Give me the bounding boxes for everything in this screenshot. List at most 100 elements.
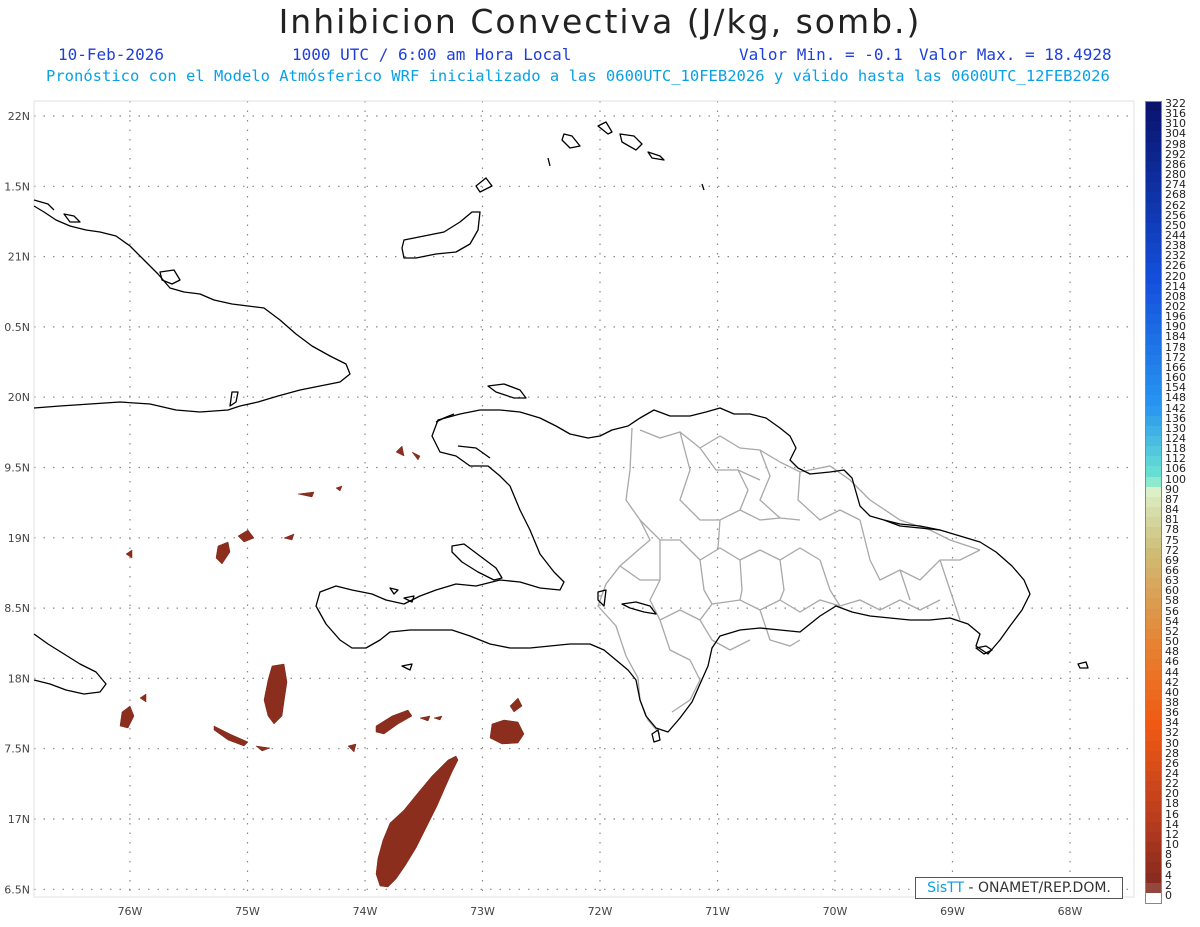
legend-swatch — [1145, 141, 1161, 153]
legend-label: 112 — [1165, 452, 1186, 466]
shade-patch-10 — [139, 693, 147, 703]
legend-label: 78 — [1165, 523, 1179, 537]
valid-date: 10-Feb-2026 — [58, 45, 164, 64]
legend-swatch — [1145, 882, 1161, 894]
legend-label: 48 — [1165, 645, 1179, 659]
legend-swatch — [1145, 598, 1161, 610]
legend-label: 238 — [1165, 239, 1186, 253]
longitude-labels: 76W 75W 74W 73W 72W 71W 70W 69W 68W — [118, 905, 1083, 918]
lat-label: 22N — [8, 110, 30, 123]
legend-swatch — [1145, 446, 1161, 457]
lat-label: 19N — [8, 532, 30, 545]
shade-patch-16 — [395, 445, 405, 457]
legend-label: 40 — [1165, 685, 1179, 699]
legend-label: 226 — [1165, 259, 1186, 273]
legend-label: 24 — [1165, 767, 1179, 781]
lon-label: 69W — [940, 905, 965, 918]
forecast-note: Pronóstico con el Modelo Atmósferico WRF… — [46, 67, 1110, 85]
legend-swatch — [1145, 314, 1161, 325]
legend-swatch — [1145, 821, 1161, 833]
legend-swatch — [1145, 405, 1161, 417]
legend-label: 190 — [1165, 320, 1186, 334]
watermark-org: - ONAMET/REP.DOM. — [964, 880, 1111, 896]
legend-label: 0 — [1165, 888, 1172, 902]
lon-label: 75W — [235, 905, 260, 918]
legend-swatch — [1145, 466, 1161, 478]
legend-label: 172 — [1165, 350, 1186, 364]
lon-label: 71W — [705, 905, 730, 918]
legend-label: 178 — [1165, 340, 1186, 354]
legend-label: 56 — [1165, 604, 1179, 618]
legend-swatch — [1145, 151, 1161, 163]
legend-label: 286 — [1165, 157, 1186, 171]
legend-label: 232 — [1165, 249, 1186, 263]
gonave-island — [451, 543, 503, 581]
legend-swatch — [1145, 456, 1161, 467]
legend-label: 310 — [1165, 117, 1186, 131]
legend-swatch — [1145, 649, 1161, 660]
legend-swatch — [1145, 679, 1161, 691]
legend-swatch — [1145, 161, 1161, 173]
watermark: SisTT - ONAMET/REP.DOM. — [915, 877, 1123, 899]
graticule — [34, 101, 1134, 897]
legend-swatch — [1145, 628, 1161, 640]
lat-label: 18N — [8, 672, 30, 685]
legend-label: 84 — [1165, 503, 1179, 517]
lon-label: 74W — [353, 905, 378, 918]
legend-swatch — [1145, 273, 1161, 285]
legend-label: 208 — [1165, 289, 1186, 303]
legend-swatch — [1145, 364, 1161, 376]
cin-shading — [119, 445, 525, 888]
lat-label: 21N — [8, 251, 30, 264]
legend-label: 58 — [1165, 594, 1179, 608]
shade-band-south — [375, 755, 459, 888]
legend-label: 136 — [1165, 411, 1186, 425]
lat-label: 7.5N — [4, 743, 30, 756]
hispaniola-coast — [315, 407, 1031, 733]
coastlines — [33, 121, 1089, 743]
legend-label: 22 — [1165, 777, 1179, 791]
jamaica-coast — [33, 633, 107, 695]
legend-swatch — [1145, 304, 1161, 315]
legend-swatch — [1145, 283, 1161, 295]
legend-label: 148 — [1165, 391, 1186, 405]
legend-label: 2 — [1165, 878, 1172, 892]
legend-label: 54 — [1165, 614, 1179, 628]
legend-swatch — [1145, 344, 1161, 356]
legend-swatch — [1145, 476, 1161, 488]
legend-label: 72 — [1165, 543, 1179, 557]
legend-label: 118 — [1165, 442, 1186, 456]
legend-label: 26 — [1165, 756, 1179, 770]
legend-swatch — [1145, 842, 1161, 853]
shade-patch-17 — [411, 451, 421, 461]
legend-label: 28 — [1165, 746, 1179, 760]
shade-patch-15 — [297, 491, 315, 498]
lon-label: 70W — [823, 905, 848, 918]
legend-swatch — [1145, 222, 1161, 234]
legend-label: 262 — [1165, 198, 1186, 212]
legend-swatch — [1145, 101, 1161, 112]
legend-label: 30 — [1165, 736, 1179, 750]
latitude-labels: 22N 1.5N 21N 0.5N 20N 9.5N 19N 8.5N 18N 7.5N 17N 6.… — [4, 110, 30, 896]
value-max: Valor Max. = 18.4928 — [919, 45, 1112, 64]
legend-label: 32 — [1165, 726, 1179, 740]
legend-label: 90 — [1165, 482, 1179, 496]
legend-label: 20 — [1165, 787, 1179, 801]
lon-label: 76W — [118, 905, 143, 918]
legend-swatch — [1145, 415, 1161, 427]
legend-label: 124 — [1165, 432, 1186, 445]
legend-swatch — [1145, 486, 1161, 498]
legend-swatch — [1145, 618, 1161, 630]
legend-swatch — [1145, 182, 1161, 193]
legend-label: 214 — [1165, 279, 1186, 293]
legend-label: 220 — [1165, 269, 1186, 283]
legend-swatch — [1145, 537, 1161, 549]
legend-label: 280 — [1165, 168, 1186, 182]
legend-swatch — [1145, 801, 1161, 813]
tortuga-island — [487, 383, 527, 399]
legend-label: 18 — [1165, 797, 1179, 811]
legend-label: 46 — [1165, 655, 1179, 669]
legend-swatch — [1145, 395, 1161, 407]
shade-patch-19 — [335, 485, 343, 492]
